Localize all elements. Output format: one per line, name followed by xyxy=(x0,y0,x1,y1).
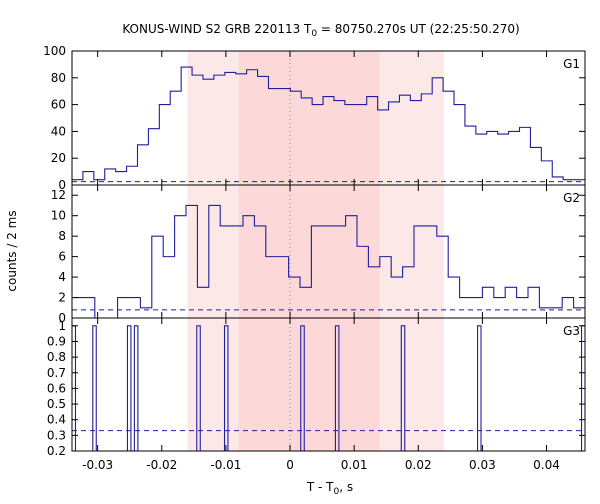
g2-y-tick-label: 12 xyxy=(51,188,66,202)
g3-panel-frame xyxy=(71,317,586,452)
chart-title: KONUS-WIND S2 GRB 220113 T0 = 80750.270s… xyxy=(122,22,519,39)
x-tick-label: -0.02 xyxy=(146,458,177,472)
g1-y-tick-label: 80 xyxy=(51,71,66,85)
shaded-regions xyxy=(187,51,444,451)
x-axis-label: T - T0, s xyxy=(306,480,353,497)
g2-y-tick-label: 2 xyxy=(58,291,66,305)
x-tick-label: 0 xyxy=(286,458,294,472)
g2-y-tick-label: 6 xyxy=(58,250,66,264)
x-tick-label: 0.04 xyxy=(533,458,560,472)
g1-series-line xyxy=(72,66,585,181)
panel-label-g3: G3 xyxy=(563,324,580,338)
g3-y-tick-label: 0.2 xyxy=(47,444,66,458)
g1-y-tick-label: 40 xyxy=(51,124,66,138)
g3-y-tick-label: 0.8 xyxy=(47,350,66,364)
g2-y-tick-label: 0 xyxy=(58,311,66,325)
x-tick-label: -0.03 xyxy=(82,458,113,472)
panel-label-g2: G2 xyxy=(563,191,580,205)
g3-y-tick-label: 1 xyxy=(58,319,66,333)
x-tick-label: 0.03 xyxy=(469,458,496,472)
g2-series-line xyxy=(72,204,585,319)
x-tick-label: -0.01 xyxy=(210,458,241,472)
g3-y-tick-label: 0.6 xyxy=(47,381,66,395)
g3-y-tick-label: 0.5 xyxy=(47,397,66,411)
g3-y-tick-label: 0.7 xyxy=(47,366,66,380)
g3-y-tick-label: 0.4 xyxy=(47,413,66,427)
g3-y-tick-label: 0.9 xyxy=(47,334,66,348)
shaded-region-2 xyxy=(238,51,380,451)
g1-y-tick-label: 100 xyxy=(43,44,66,58)
g1-y-tick-label: 60 xyxy=(51,98,66,112)
x-tick-label: 0.01 xyxy=(341,458,368,472)
g2-y-tick-label: 8 xyxy=(58,229,66,243)
y-axis-label: counts / 2 ms xyxy=(5,210,19,291)
panel-label-g1: G1 xyxy=(563,57,580,71)
g2-y-tick-label: 4 xyxy=(58,270,66,284)
x-tick-label: 0.02 xyxy=(405,458,432,472)
g1-y-tick-label: 20 xyxy=(51,151,66,165)
reference-lines xyxy=(72,51,585,451)
g1-y-tick-label: 0 xyxy=(58,178,66,192)
g3-y-tick-label: 0.3 xyxy=(47,428,66,442)
g2-y-tick-label: 10 xyxy=(51,209,66,223)
